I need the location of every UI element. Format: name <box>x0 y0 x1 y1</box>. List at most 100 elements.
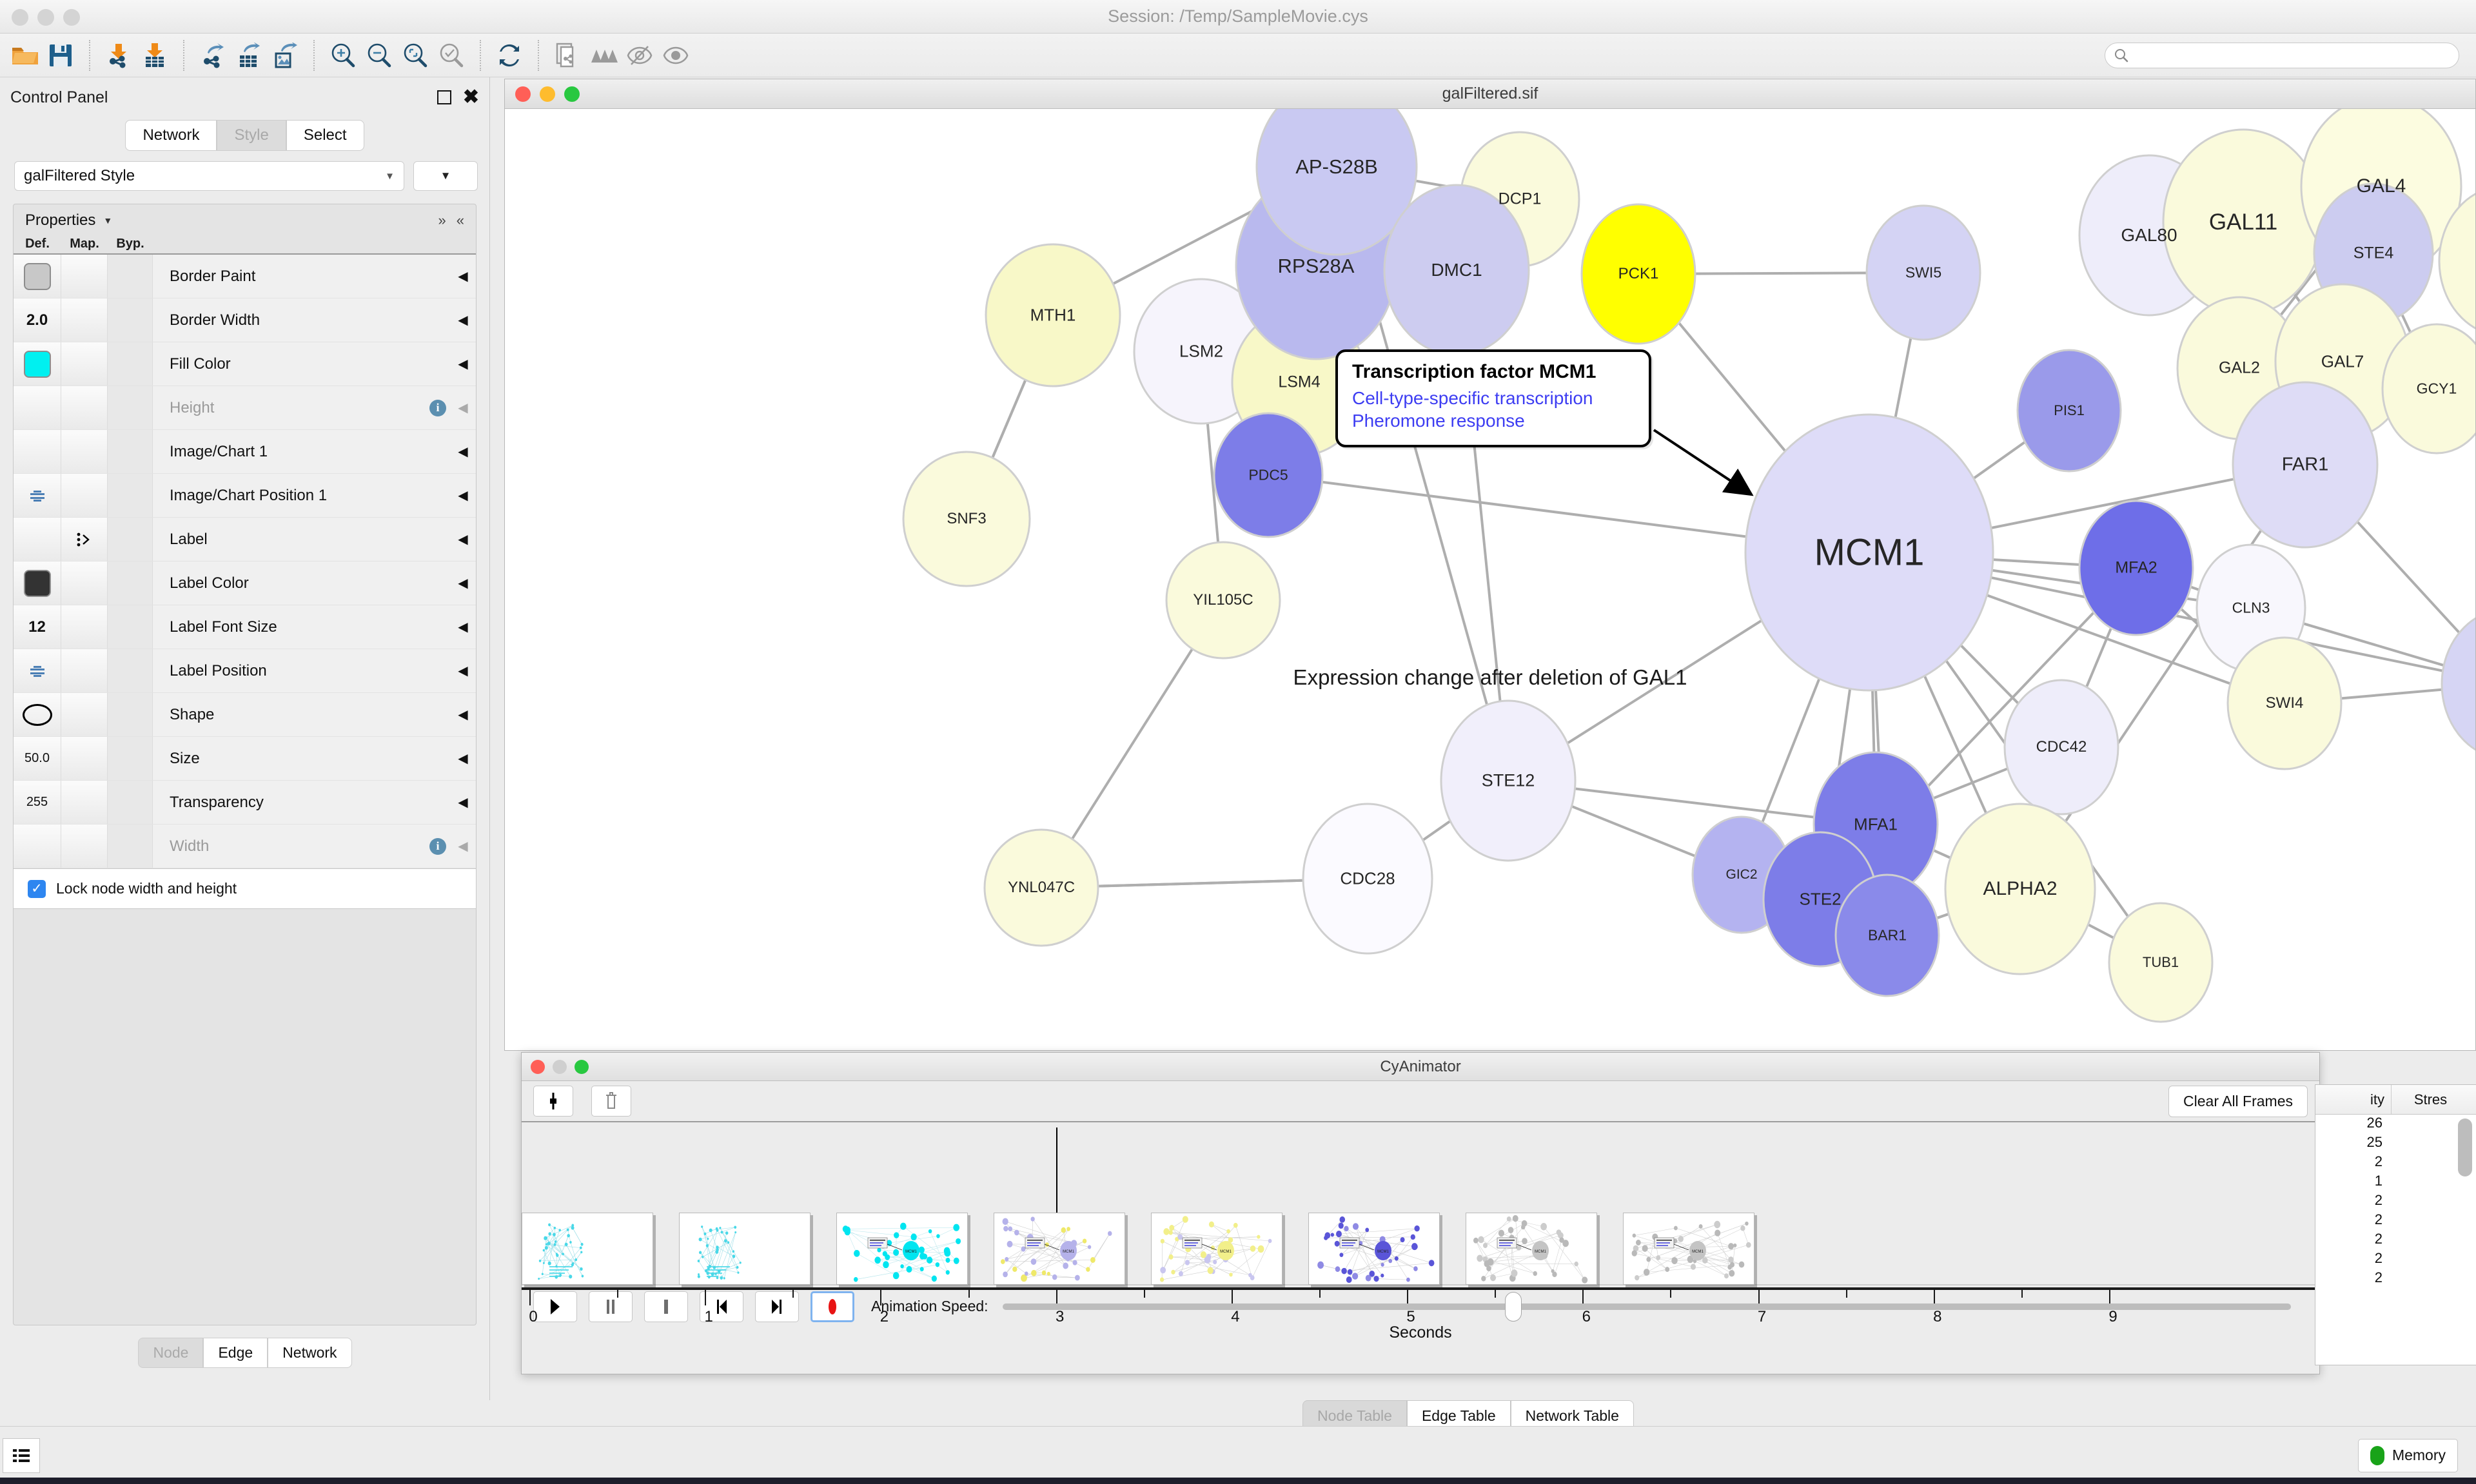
property-bypass-cell[interactable] <box>108 781 153 824</box>
network-node[interactable] <box>985 243 1121 387</box>
network-node[interactable] <box>1255 109 1418 256</box>
property-default-cell[interactable]: 50.0 <box>14 737 61 780</box>
property-mapping-cell[interactable] <box>61 561 108 605</box>
table-row[interactable]: 2 <box>2315 1211 2476 1231</box>
status-list-button[interactable] <box>3 1438 40 1473</box>
expand-property-arrow-icon[interactable]: ◀ <box>458 664 468 678</box>
chevron-down-icon[interactable]: ▼ <box>103 215 113 226</box>
tab-edge[interactable]: Edge <box>203 1338 268 1368</box>
table-row[interactable]: 26 <box>2315 1115 2476 1134</box>
property-mapping-cell[interactable] <box>61 298 108 342</box>
property-bypass-cell[interactable] <box>108 342 153 386</box>
tab-node[interactable]: Node <box>138 1338 204 1368</box>
window-close-dot[interactable] <box>12 9 28 26</box>
tab-select[interactable]: Select <box>286 120 364 151</box>
property-bypass-cell[interactable] <box>108 693 153 736</box>
property-default-cell[interactable]: 12 <box>14 605 61 649</box>
property-default-cell[interactable] <box>14 342 61 386</box>
property-bypass-cell[interactable] <box>108 386 153 429</box>
network-nodes[interactable] <box>505 109 2475 1050</box>
property-default-cell[interactable] <box>14 255 61 298</box>
tab-network-style[interactable]: Network <box>268 1338 352 1368</box>
add-frame-button[interactable] <box>533 1086 573 1117</box>
stop-button[interactable] <box>644 1291 688 1322</box>
zoom-fit-icon[interactable] <box>397 37 433 73</box>
table-row[interactable]: 25 <box>2315 1134 2476 1153</box>
import-table-icon[interactable] <box>137 37 173 73</box>
expand-property-arrow-icon[interactable]: ◀ <box>458 752 468 766</box>
frame-strip[interactable]: MCM1 MCM1 MCM1 MCM1 MCM1 MCM1 <box>522 1213 1780 1285</box>
expand-property-arrow-icon[interactable]: ◀ <box>458 489 468 503</box>
network-close-dot[interactable] <box>515 86 531 102</box>
property-row[interactable]: Image/Chart 1 ◀ <box>14 430 476 474</box>
layout-icon[interactable] <box>585 37 622 73</box>
property-default-cell[interactable] <box>14 649 61 692</box>
animation-frame[interactable]: MCM1 <box>1151 1213 1282 1285</box>
expand-property-arrow-icon[interactable]: ◀ <box>458 839 468 854</box>
network-node[interactable] <box>2108 902 2214 1023</box>
table-row[interactable]: 2 <box>2315 1269 2476 1289</box>
property-row[interactable]: Height i ◀ <box>14 386 476 430</box>
cyanimator-close-dot[interactable] <box>531 1059 545 1074</box>
mcm1-annotation[interactable]: Transcription factor MCM1 Cell-type-spec… <box>1335 349 1651 447</box>
property-bypass-cell[interactable] <box>108 430 153 473</box>
property-default-cell[interactable] <box>14 474 61 517</box>
property-mapping-cell[interactable] <box>61 781 108 824</box>
property-row[interactable]: 12 Label Font Size ◀ <box>14 605 476 649</box>
property-row[interactable]: Width i ◀ <box>14 825 476 868</box>
open-folder-icon[interactable] <box>6 37 43 73</box>
slider-knob[interactable] <box>1504 1291 1522 1322</box>
step-back-button[interactable] <box>700 1291 743 1322</box>
canvas-free-text[interactable]: Expression change after deletion of GAL1 <box>1293 665 1687 689</box>
export-table-icon[interactable] <box>231 37 267 73</box>
expand-property-arrow-icon[interactable]: ◀ <box>458 620 468 634</box>
property-bypass-cell[interactable] <box>108 825 153 868</box>
cyanimator-zoom-dot[interactable] <box>575 1059 589 1074</box>
refresh-icon[interactable] <box>491 37 527 73</box>
network-window-controls[interactable] <box>515 86 580 102</box>
expand-property-arrow-icon[interactable]: ◀ <box>458 576 468 591</box>
table-rows[interactable]: 26 25 2 1 2 2 2 2 2 <box>2315 1115 2476 1289</box>
animation-frame[interactable]: MCM1 <box>1623 1213 1754 1285</box>
property-row[interactable]: Fill Color ◀ <box>14 342 476 386</box>
property-default-cell[interactable] <box>14 825 61 868</box>
property-default-cell[interactable] <box>14 518 61 561</box>
property-mapping-cell[interactable] <box>61 737 108 780</box>
network-node[interactable] <box>1944 803 2096 975</box>
animation-frame[interactable]: MCM1 <box>1466 1213 1597 1285</box>
window-zoom-dot[interactable] <box>63 9 80 26</box>
property-bypass-cell[interactable] <box>108 649 153 692</box>
property-bypass-cell[interactable] <box>108 474 153 517</box>
network-node[interactable] <box>2438 186 2475 336</box>
property-mapping-cell[interactable] <box>61 342 108 386</box>
play-button[interactable] <box>533 1291 577 1322</box>
close-icon[interactable]: ✖ <box>462 86 479 108</box>
network-node[interactable] <box>2078 500 2194 636</box>
expand-property-arrow-icon[interactable]: ◀ <box>458 796 468 810</box>
property-default-cell[interactable] <box>14 430 61 473</box>
cyanimator-timeline-track[interactable]: MCM1 MCM1 MCM1 MCM1 MCM1 MCM1 0 1 2 3 4 5 6 7 8 9 Seco… <box>522 1122 2319 1342</box>
delete-frame-button[interactable] <box>591 1086 631 1117</box>
network-node[interactable] <box>1165 541 1281 659</box>
property-row[interactable]: 255 Transparency ◀ <box>14 781 476 825</box>
tab-network[interactable]: Network <box>125 120 217 151</box>
zoom-out-icon[interactable] <box>361 37 397 73</box>
step-forward-button[interactable] <box>755 1291 799 1322</box>
search-box[interactable] <box>2105 43 2459 68</box>
network-node[interactable] <box>1865 204 1981 341</box>
property-mapping-cell[interactable] <box>61 474 108 517</box>
record-button[interactable] <box>811 1291 854 1322</box>
style-select[interactable]: galFiltered Style ▼ <box>14 161 404 191</box>
property-default-cell[interactable] <box>14 386 61 429</box>
network-node[interactable] <box>983 828 1099 947</box>
tab-network-table[interactable]: Network Table <box>1510 1400 1634 1432</box>
info-icon[interactable]: i <box>429 399 446 416</box>
style-options-button[interactable]: ▼ <box>413 161 478 191</box>
save-icon[interactable] <box>43 37 79 73</box>
property-default-cell[interactable] <box>14 561 61 605</box>
network-node[interactable] <box>1744 413 1994 692</box>
expand-property-arrow-icon[interactable]: ◀ <box>458 269 468 284</box>
import-network-icon[interactable] <box>101 37 137 73</box>
expand-property-arrow-icon[interactable]: ◀ <box>458 401 468 415</box>
expand-property-arrow-icon[interactable]: ◀ <box>458 445 468 459</box>
